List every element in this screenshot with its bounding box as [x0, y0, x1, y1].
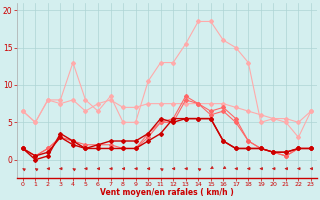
X-axis label: Vent moyen/en rafales ( km/h ): Vent moyen/en rafales ( km/h ): [100, 188, 234, 197]
